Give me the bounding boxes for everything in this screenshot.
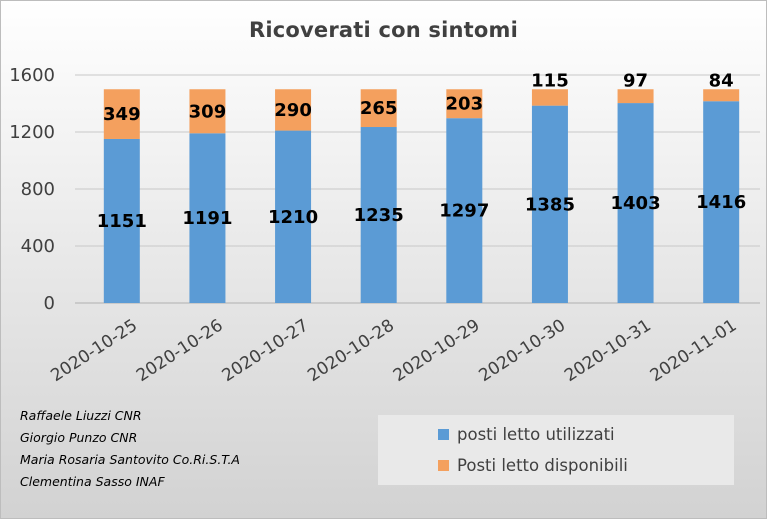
data-label-used: 1151: [97, 211, 147, 232]
bar-used: [275, 130, 312, 303]
bar-available: [617, 89, 654, 104]
bar-available: [531, 89, 568, 106]
data-label-used: 1297: [439, 201, 489, 222]
legend-swatch-available: [438, 459, 449, 471]
bar-used: [189, 133, 226, 303]
data-label-available: 84: [709, 70, 734, 91]
credit-line: Maria Rosaria Santovito Co.Ri.S.T.A: [20, 452, 240, 467]
credits: Raffaele Liuzzi CNR Giorgio Punzo CNR Ma…: [20, 405, 240, 493]
bar-used: [703, 101, 740, 303]
data-label-used: 1191: [182, 208, 232, 229]
data-label-available: 203: [446, 94, 484, 115]
credit-line: Giorgio Punzo CNR: [20, 430, 138, 445]
y-tick-label: 1200: [9, 122, 55, 143]
x-category-label: 2020-10-26: [133, 315, 227, 386]
x-category-label: 2020-10-31: [561, 315, 655, 386]
data-label-used: 1210: [268, 207, 318, 228]
x-category-label: 2020-10-29: [390, 315, 484, 386]
y-tick-label: 0: [44, 293, 55, 314]
grid-lines: [75, 74, 760, 304]
y-tick-label: 1600: [9, 65, 55, 86]
legend-label-available: Posti letto disponibili: [457, 455, 628, 475]
y-axis-ticks: 0 400 800 1200 1600: [9, 65, 55, 314]
x-category-label: 2020-10-28: [304, 315, 398, 386]
y-tick-label: 400: [21, 236, 55, 257]
legend-label-used: posti letto utilizzati: [457, 424, 615, 444]
bar-available: [275, 89, 312, 131]
bar-used: [360, 127, 397, 303]
data-label-available: 265: [360, 98, 398, 119]
bar-available: [446, 89, 483, 119]
y-tick-label: 800: [21, 179, 55, 200]
x-category-label: 2020-10-30: [475, 315, 569, 386]
bar-available: [103, 89, 140, 139]
x-category-label: 2020-11-01: [647, 315, 741, 386]
legend-item-available: Posti letto disponibili: [438, 454, 628, 476]
legend: posti letto utilizzati Posti letto dispo…: [378, 415, 734, 485]
data-label-used: 1385: [525, 194, 575, 215]
data-label-available: 97: [623, 70, 648, 91]
chart-title: Ricoverati con sintomi: [249, 18, 518, 42]
legend-swatch-used: [438, 428, 449, 440]
legend-item-used: posti letto utilizzati: [438, 423, 615, 445]
bar-available: [703, 89, 740, 102]
x-axis-categories: 2020-10-252020-10-262020-10-272020-10-28…: [47, 315, 740, 386]
data-labels: 1151 349 1191 309 1210 290 1235 265 1297 203 1385 1…: [97, 70, 746, 232]
x-category-label: 2020-10-27: [219, 315, 313, 386]
bar-available: [360, 89, 397, 128]
data-label-used: 1403: [611, 193, 661, 214]
credit-line: Raffaele Liuzzi CNR: [20, 408, 142, 423]
x-category-label: 2020-10-25: [47, 315, 141, 386]
data-label-available: 115: [531, 70, 569, 91]
bar-used: [103, 138, 140, 303]
data-label-available: 290: [274, 100, 312, 121]
data-label-available: 309: [189, 101, 227, 122]
bar-available: [189, 89, 226, 134]
credit-line: Clementina Sasso INAF: [20, 474, 165, 489]
bar-used: [446, 118, 483, 304]
bar-used: [531, 105, 568, 303]
data-label-available: 349: [103, 104, 141, 125]
data-label-used: 1235: [354, 205, 404, 226]
data-label-used: 1416: [696, 192, 746, 213]
bars: [103, 89, 740, 304]
bar-used: [617, 103, 654, 303]
